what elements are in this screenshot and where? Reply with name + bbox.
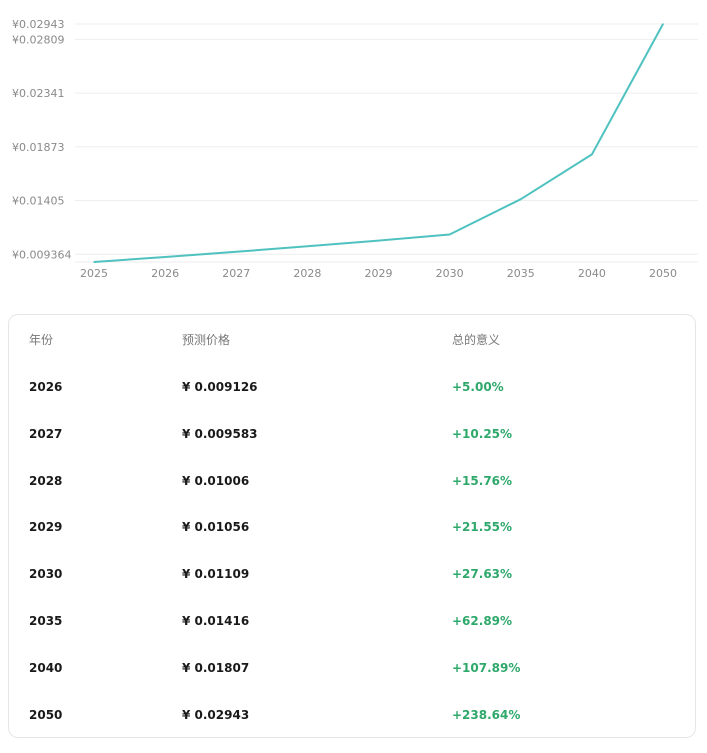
row-change: +107.89% bbox=[452, 661, 521, 675]
table-row: 2026 ¥ 0.009126 +5.00% bbox=[9, 364, 695, 410]
row-year: 2026 bbox=[29, 380, 63, 394]
price-chart: ¥0.009364 ¥0.01405 ¥0.01873 ¥0.02341 ¥0.0280… bbox=[0, 0, 707, 300]
data-point bbox=[377, 239, 380, 242]
table-row: 2050 ¥ 0.02943 +238.64% bbox=[9, 692, 695, 738]
price-chart-svg: ¥0.009364 ¥0.01405 ¥0.01873 ¥0.02341 ¥0.0280… bbox=[12, 18, 698, 280]
row-year: 2050 bbox=[29, 708, 63, 722]
x-tick-label: 2026 bbox=[151, 267, 179, 280]
header-change: 总的意义 bbox=[452, 333, 501, 347]
row-change: +10.25% bbox=[452, 427, 513, 441]
row-year: 2029 bbox=[29, 520, 63, 534]
data-point bbox=[591, 153, 593, 156]
data-point bbox=[306, 245, 309, 248]
y-tick-label: ¥0.02809 bbox=[12, 33, 65, 46]
row-change: +15.76% bbox=[452, 474, 513, 488]
row-price: ¥ 0.01006 bbox=[182, 474, 250, 488]
row-price: ¥ 0.01056 bbox=[182, 520, 250, 534]
y-tick-label: ¥0.01405 bbox=[12, 195, 65, 208]
row-year: 2027 bbox=[29, 427, 63, 441]
y-tick-label: ¥0.01873 bbox=[12, 141, 65, 154]
table-row: 2028 ¥ 0.01006 +15.76% bbox=[9, 458, 695, 504]
x-tick-label: 2035 bbox=[507, 267, 535, 280]
forecast-table: 年份 预测价格 总的意义 2026 ¥ 0.009126 +5.00% 2027… bbox=[8, 314, 696, 738]
y-tick-label: ¥0.02341 bbox=[12, 87, 65, 100]
row-price: ¥ 0.009583 bbox=[182, 427, 258, 441]
row-price: ¥ 0.01109 bbox=[182, 567, 250, 581]
row-change: +5.00% bbox=[452, 380, 504, 394]
table-row: 2029 ¥ 0.01056 +21.55% bbox=[9, 504, 695, 550]
x-tick-label: 2027 bbox=[222, 267, 250, 280]
row-change: +62.89% bbox=[452, 614, 513, 628]
x-tick-label: 2050 bbox=[649, 267, 677, 280]
header-price: 预测价格 bbox=[182, 333, 231, 347]
row-change: +27.63% bbox=[452, 567, 513, 581]
data-point bbox=[448, 233, 451, 236]
series-line bbox=[93, 23, 664, 263]
x-tick-label: 2029 bbox=[365, 267, 393, 280]
row-price: ¥ 0.01416 bbox=[182, 614, 250, 628]
data-point bbox=[164, 256, 166, 258]
row-price: ¥ 0.009126 bbox=[182, 380, 258, 394]
table-header-row: 年份 预测价格 总的意义 bbox=[9, 317, 695, 363]
row-change: +238.64% bbox=[452, 708, 521, 722]
y-tick-label: ¥0.009364 bbox=[12, 248, 72, 261]
row-price: ¥ 0.01807 bbox=[182, 661, 250, 675]
table-row: 2035 ¥ 0.01416 +62.89% bbox=[9, 598, 695, 644]
data-point bbox=[93, 261, 95, 263]
x-tick-label: 2028 bbox=[293, 267, 321, 280]
data-point bbox=[662, 23, 664, 25]
table-row: 2030 ¥ 0.01109 +27.63% bbox=[9, 551, 695, 597]
y-tick-label: ¥0.02943 bbox=[12, 18, 65, 31]
row-year: 2035 bbox=[29, 614, 63, 628]
row-price: ¥ 0.02943 bbox=[182, 708, 250, 722]
row-year: 2030 bbox=[29, 567, 63, 581]
table-row: 2040 ¥ 0.01807 +107.89% bbox=[9, 645, 695, 691]
x-tick-label: 2040 bbox=[578, 267, 606, 280]
header-year: 年份 bbox=[29, 333, 54, 347]
x-tick-label: 2025 bbox=[80, 267, 108, 280]
row-year: 2040 bbox=[29, 661, 63, 675]
data-point bbox=[519, 198, 522, 201]
table-row: 2027 ¥ 0.009583 +10.25% bbox=[9, 411, 695, 457]
data-point bbox=[235, 250, 238, 253]
row-change: +21.55% bbox=[452, 520, 513, 534]
x-tick-label: 2030 bbox=[436, 267, 464, 280]
row-year: 2028 bbox=[29, 474, 63, 488]
